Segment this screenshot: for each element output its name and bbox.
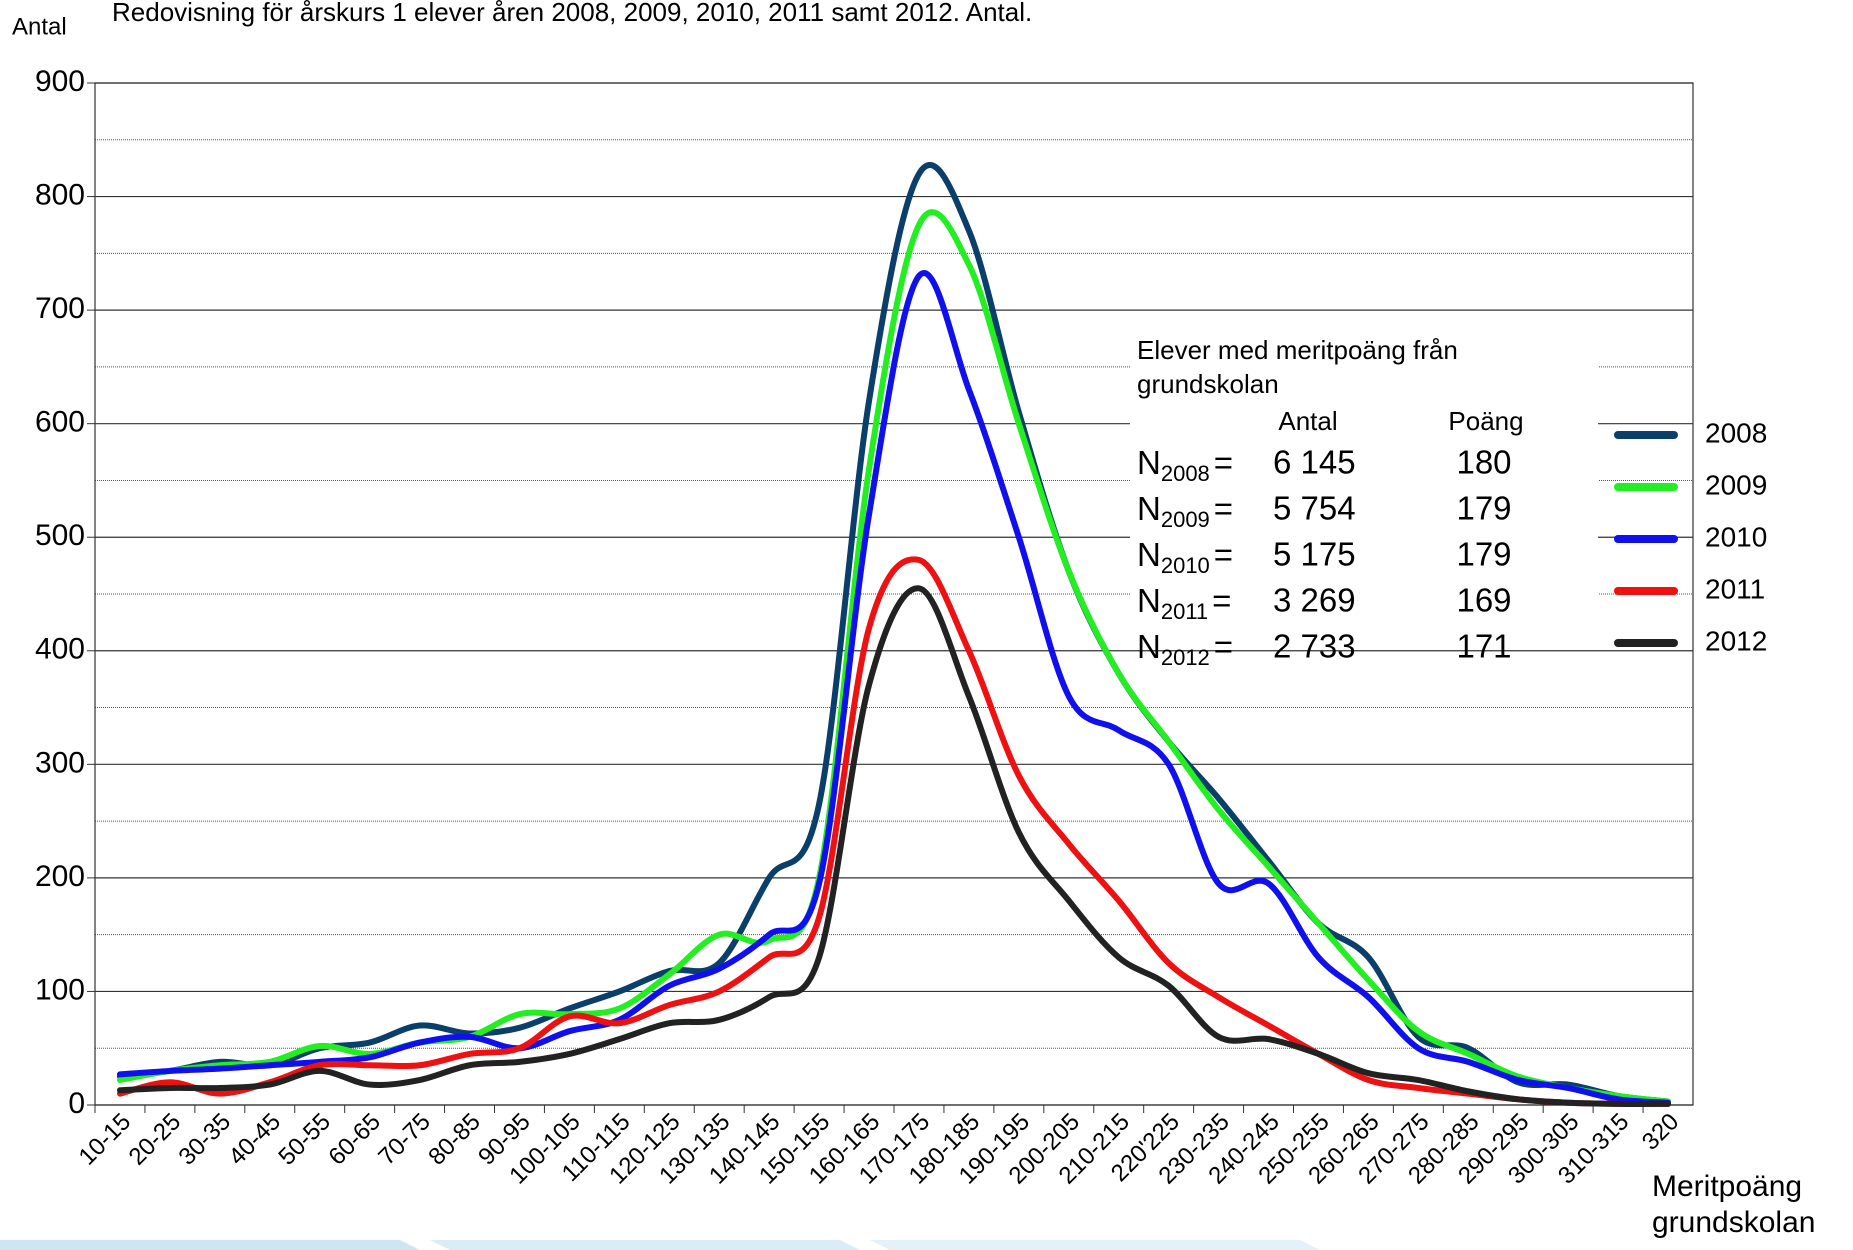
x-tick-label: 80-85 [423, 1108, 486, 1171]
annotation-column: Antal [1278, 406, 1337, 436]
annotation-box [1130, 330, 1598, 648]
series-line [116, 162, 1672, 1105]
y-tick-label: 100 [35, 973, 85, 1006]
annotation-row: N2008 = [1137, 444, 1233, 486]
legend-label: 2011 [1705, 573, 1765, 604]
annotation-row: N2009 = [1137, 490, 1233, 532]
y-tick-label: 900 [35, 65, 85, 98]
annotation-poang: 171 [1456, 628, 1511, 665]
annotation-text: = [1212, 582, 1231, 619]
annotation-text: 2012 [1161, 645, 1210, 670]
y-tick-label: 700 [35, 292, 85, 325]
annotation-row: N2010 = [1137, 536, 1233, 578]
annotation-column: Poäng [1448, 406, 1523, 436]
x-tick-label: 40-45 [224, 1108, 287, 1171]
chart-title: Redovisning för årskurs 1 elever åren 20… [112, 0, 1032, 27]
annotation-antal: 2 733 [1273, 628, 1356, 665]
annotation-text: = [1214, 490, 1233, 527]
decor [0, 1240, 420, 1250]
annotation-poang: 179 [1456, 490, 1511, 527]
annotation-antal: 3 269 [1273, 582, 1356, 619]
y-tick-label: 0 [68, 1087, 85, 1120]
legend-label: 2009 [1705, 469, 1767, 500]
annotation-text: N [1137, 582, 1161, 619]
x-tick-label: 60-65 [323, 1108, 386, 1171]
y-tick-label: 800 [35, 178, 85, 211]
annotation-antal: 5 754 [1273, 490, 1356, 527]
x-tick-label: 50-55 [273, 1108, 336, 1171]
annotation-antal: 6 145 [1273, 444, 1356, 481]
annotation-poang: 180 [1456, 444, 1511, 481]
annotation-heading: grundskolan [1137, 369, 1279, 399]
annotation-text: N [1137, 490, 1161, 527]
legend-label: 2012 [1705, 625, 1767, 656]
y-tick-label: 500 [35, 519, 85, 552]
y-tick-label: 400 [35, 633, 85, 666]
annotation-text: 2009 [1161, 507, 1210, 532]
x-tick-label: 20-25 [124, 1108, 187, 1171]
y-tick-label: 300 [35, 746, 85, 779]
annotation-row: N2012 = [1137, 628, 1233, 670]
y-tick-label: 200 [35, 860, 85, 893]
series-line [116, 556, 1672, 1107]
legend-label: 2008 [1705, 417, 1767, 448]
y-axis-label: Antal [12, 13, 67, 40]
decor [430, 1240, 860, 1250]
y-tick-label: 600 [35, 406, 85, 439]
x-tick-label: 70-75 [373, 1108, 436, 1171]
annotation-text: N [1137, 444, 1161, 481]
annotation-text: 2010 [1161, 553, 1210, 578]
annotation-antal: 5 175 [1273, 536, 1356, 573]
annotation-heading: Elever med meritpoäng från [1137, 335, 1458, 365]
x-tick-label: 30-35 [174, 1108, 237, 1171]
annotation-text: N [1137, 628, 1161, 665]
annotation-text: = [1214, 628, 1233, 665]
annotation-poang: 169 [1456, 582, 1511, 619]
annotation-row: N2011 = [1137, 582, 1231, 624]
annotation-text: = [1214, 444, 1233, 481]
series-line [116, 585, 1672, 1107]
x-tick-label: 320 [1637, 1108, 1684, 1155]
legend-label: 2010 [1705, 521, 1767, 552]
decor [870, 1240, 1320, 1250]
annotation-text: N [1137, 536, 1161, 573]
annotation-text: = [1214, 536, 1233, 573]
annotation-poang: 179 [1456, 536, 1511, 573]
annotation-text: 2011 [1161, 599, 1208, 624]
series-line [116, 270, 1672, 1106]
x-axis-label: Meritpoäng grundskolan [1652, 1170, 1815, 1239]
annotation-text: 2008 [1161, 461, 1210, 486]
